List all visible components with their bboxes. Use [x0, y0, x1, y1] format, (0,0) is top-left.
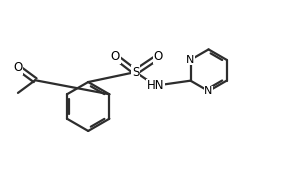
Text: N: N [186, 55, 195, 65]
Text: O: O [13, 61, 23, 74]
Text: HN: HN [147, 79, 164, 92]
Text: S: S [132, 66, 139, 79]
Text: O: O [111, 50, 120, 63]
Text: O: O [154, 50, 163, 63]
Text: N: N [204, 86, 213, 96]
